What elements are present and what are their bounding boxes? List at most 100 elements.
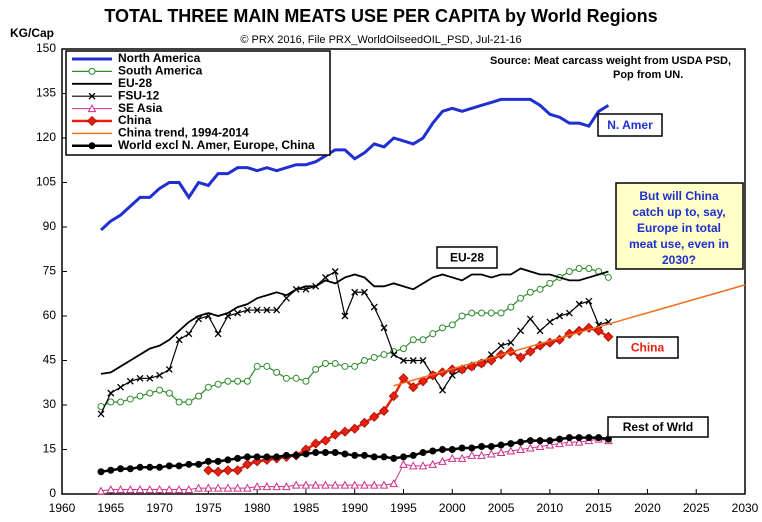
data-point bbox=[165, 462, 173, 470]
data-point bbox=[330, 429, 341, 440]
data-point bbox=[468, 444, 476, 452]
data-point bbox=[117, 465, 125, 473]
data-point bbox=[409, 357, 417, 364]
data-point bbox=[320, 435, 331, 446]
data-point bbox=[515, 352, 526, 363]
data-point bbox=[213, 466, 224, 477]
data-point bbox=[477, 450, 486, 459]
data-point bbox=[408, 382, 419, 393]
data-point bbox=[175, 398, 183, 406]
data-point bbox=[400, 357, 407, 364]
legend-label: EU-28 bbox=[118, 76, 152, 90]
data-point bbox=[400, 453, 407, 461]
series-line bbox=[100, 97, 610, 232]
x-tick-label: 1995 bbox=[390, 501, 417, 515]
data-point bbox=[517, 294, 525, 302]
data-point bbox=[341, 450, 349, 458]
y-tick-label: 45 bbox=[43, 353, 57, 367]
data-point bbox=[97, 410, 105, 418]
x-tick-label: 2030 bbox=[732, 501, 759, 515]
data-point bbox=[165, 389, 173, 397]
data-point bbox=[224, 312, 232, 320]
data-point bbox=[253, 362, 261, 370]
x-tick-label: 1980 bbox=[244, 501, 271, 515]
legend-label: China bbox=[118, 113, 152, 127]
data-point bbox=[595, 434, 603, 442]
chart-title: TOTAL THREE MAIN MEATS USE PER CAPITA by… bbox=[104, 6, 657, 26]
data-point bbox=[340, 480, 350, 489]
data-point bbox=[565, 309, 573, 317]
data-point bbox=[341, 362, 349, 370]
data-point bbox=[321, 480, 330, 489]
x-tick-label: 2000 bbox=[439, 501, 466, 515]
data-point bbox=[585, 434, 593, 442]
data-point bbox=[478, 443, 486, 451]
data-point bbox=[145, 484, 155, 494]
y-tick-label: 135 bbox=[36, 86, 56, 100]
data-point bbox=[242, 459, 253, 470]
data-point bbox=[359, 417, 370, 428]
data-point bbox=[390, 454, 398, 462]
data-point bbox=[583, 322, 594, 333]
data-point bbox=[556, 435, 564, 443]
data-point bbox=[136, 392, 144, 400]
y-tick-label: 120 bbox=[36, 130, 56, 144]
data-point bbox=[311, 480, 321, 489]
data-point bbox=[536, 327, 544, 335]
series-line bbox=[100, 267, 609, 375]
source-note: Pop from UN. bbox=[613, 69, 683, 81]
data-point bbox=[223, 483, 233, 492]
data-point bbox=[282, 374, 290, 382]
data-point bbox=[439, 386, 446, 394]
data-point bbox=[292, 285, 300, 293]
data-point bbox=[321, 273, 329, 281]
data-point bbox=[380, 351, 388, 359]
data-point bbox=[349, 423, 360, 434]
data-point bbox=[234, 454, 242, 462]
data-point bbox=[448, 371, 456, 379]
data-point bbox=[447, 453, 457, 462]
data-point bbox=[146, 374, 154, 382]
y-tick-label: 0 bbox=[49, 486, 56, 500]
x-tick-label: 2020 bbox=[634, 501, 661, 515]
x-tick-label: 1990 bbox=[341, 501, 368, 515]
data-point bbox=[497, 342, 505, 350]
data-point bbox=[370, 354, 378, 362]
data-point bbox=[185, 330, 193, 338]
data-point bbox=[273, 453, 281, 461]
annotation-box bbox=[616, 336, 679, 359]
legend-label: SE Asia bbox=[118, 101, 163, 115]
data-point bbox=[468, 309, 476, 317]
data-point bbox=[204, 483, 213, 492]
data-point bbox=[496, 447, 506, 456]
data-point bbox=[126, 377, 134, 385]
data-point bbox=[331, 359, 339, 367]
data-point bbox=[378, 405, 390, 416]
data-point bbox=[155, 484, 164, 494]
data-point bbox=[351, 451, 359, 459]
data-point bbox=[585, 265, 593, 273]
data-point bbox=[195, 315, 203, 323]
data-point bbox=[575, 434, 583, 442]
annotation-label: China bbox=[631, 341, 665, 355]
data-point bbox=[370, 453, 378, 461]
data-point bbox=[243, 453, 251, 461]
y-tick-label: 30 bbox=[43, 397, 57, 411]
data-point bbox=[185, 460, 193, 468]
annotation-box bbox=[607, 416, 709, 438]
data-point bbox=[535, 441, 545, 451]
question-line: Europe in total bbox=[637, 221, 721, 235]
question-line: 2030? bbox=[662, 253, 696, 267]
data-point bbox=[234, 377, 242, 385]
data-point bbox=[312, 282, 320, 290]
data-point bbox=[175, 462, 183, 470]
data-point bbox=[429, 447, 437, 455]
data-point bbox=[252, 482, 262, 491]
data-point bbox=[487, 309, 495, 317]
data-point bbox=[214, 330, 222, 338]
data-point bbox=[195, 392, 203, 400]
data-point bbox=[565, 268, 573, 275]
data-point bbox=[380, 324, 388, 332]
data-point bbox=[253, 453, 261, 461]
